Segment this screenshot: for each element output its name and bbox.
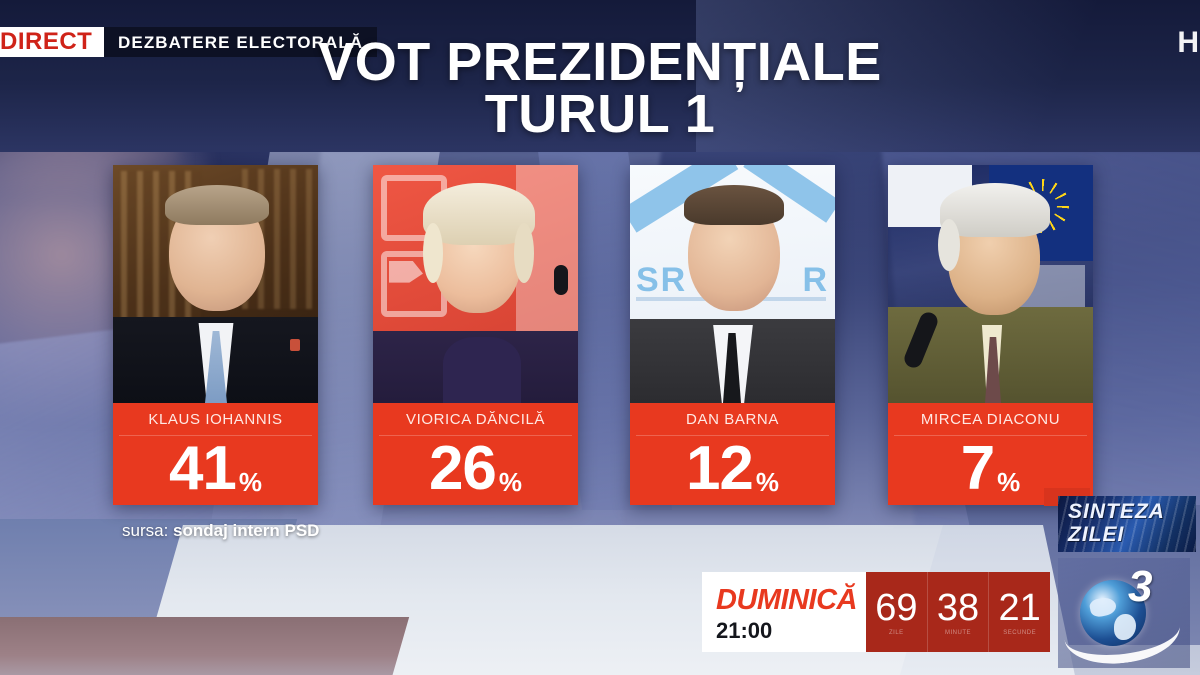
countdown-cell: 69 zile [866,572,928,652]
candidate-name: DAN BARNA [686,410,779,428]
percent-symbol: % [755,467,780,497]
candidate-result-bar [373,403,578,505]
candidate-percentage: 41 % [113,433,318,505]
countdown-day-label: DUMINICĂ [716,584,858,616]
percent-symbol: % [997,467,1021,497]
title-line-2: TURUL 1 [484,84,716,145]
channel-number: 3 [1128,562,1153,611]
countdown-clock: 69 zile 38 minute 21 secunde [866,572,1050,652]
countdown-value: 38 [936,586,980,629]
live-badge-label: DIRECT [0,28,93,55]
candidate-divider [636,435,829,436]
topic-badge-label: DEZBATERE ELECTORALĂ [118,32,364,52]
countdown-banner: DUMINICĂ 21:00 69 zile 38 minute 21 secu… [702,572,1050,652]
candidate-name: MIRCEA DIACONU [920,410,1061,428]
globe-icon [1080,580,1146,646]
live-badge: DIRECT [0,27,105,57]
swoosh-icon [1060,595,1184,670]
studio-upper-sheen [696,0,1200,152]
source-prefix: sursa: [122,521,169,540]
candidate-card[interactable]: VIORICA DĂNCILĂ 26 % [373,165,578,505]
page-title: VOT PREZIDENȚIALE TURUL 1 [0,32,1200,145]
channel-logo: 3 [1058,558,1190,670]
candidate-divider [379,435,572,436]
source-value: sondaj intern PSD [173,521,320,540]
desk-panel-wood [0,617,410,675]
countdown-unit: zile [889,629,904,636]
results-grid: KLAUS IOHANNIS 41 % [0,165,1200,510]
source-line: sursa: sondaj intern PSD [122,521,319,541]
candidate-divider [894,435,1087,436]
show-logo-line-1: SINTEZA [1068,500,1165,523]
title-line-1: VOT PREZIDENȚIALE [318,32,882,92]
candidate-percentage: 7 % [888,433,1093,505]
candidate-photo [113,165,318,403]
globe-continent-icon [1114,614,1136,640]
candidate-percentage: 12 % [630,433,835,505]
candidate-card[interactable]: MIRCEA DIACONU 7 % [888,165,1093,505]
candidate-percent-value: 7 [960,434,995,503]
candidate-divider [119,435,312,436]
hd-indicator: H [1177,26,1200,59]
candidate-percent-value: 12 [685,434,754,503]
countdown-cell: 38 minute [928,572,990,652]
percent-symbol: % [498,467,523,497]
candidate-result-bar [113,403,318,505]
candidate-percent-value: 41 [168,434,237,503]
studio-upper-wall [0,0,1200,152]
candidate-card[interactable]: KLAUS IOHANNIS 41 % [113,165,318,505]
countdown-time-label: 21:00 [716,618,773,643]
countdown-value: 69 [875,586,918,629]
percent-symbol: % [238,467,263,497]
candidate-photo [888,165,1093,403]
candidate-card[interactable]: SR R DAN BARNA 12 % [630,165,835,505]
countdown-unit: secunde [1003,629,1037,636]
candidate-photo [373,165,578,403]
candidate-name: VIORICA DĂNCILĂ [405,410,546,428]
show-logo-line-2: ZILEI [1068,523,1125,546]
countdown-value: 21 [998,586,1041,629]
candidate-photo: SR R [630,165,835,403]
countdown-unit: minute [945,629,971,636]
countdown-cell: 21 secunde [989,572,1050,652]
candidate-percentage: 26 % [373,433,578,505]
candidate-percent-value: 26 [428,434,497,503]
show-logo: SINTEZA ZILEI [1058,496,1196,552]
topic-badge: DEZBATERE ELECTORALĂ [104,27,378,57]
candidate-name: KLAUS IOHANNIS [148,410,283,428]
candidate-result-bar [630,403,835,505]
countdown-event: DUMINICĂ 21:00 [702,572,866,652]
